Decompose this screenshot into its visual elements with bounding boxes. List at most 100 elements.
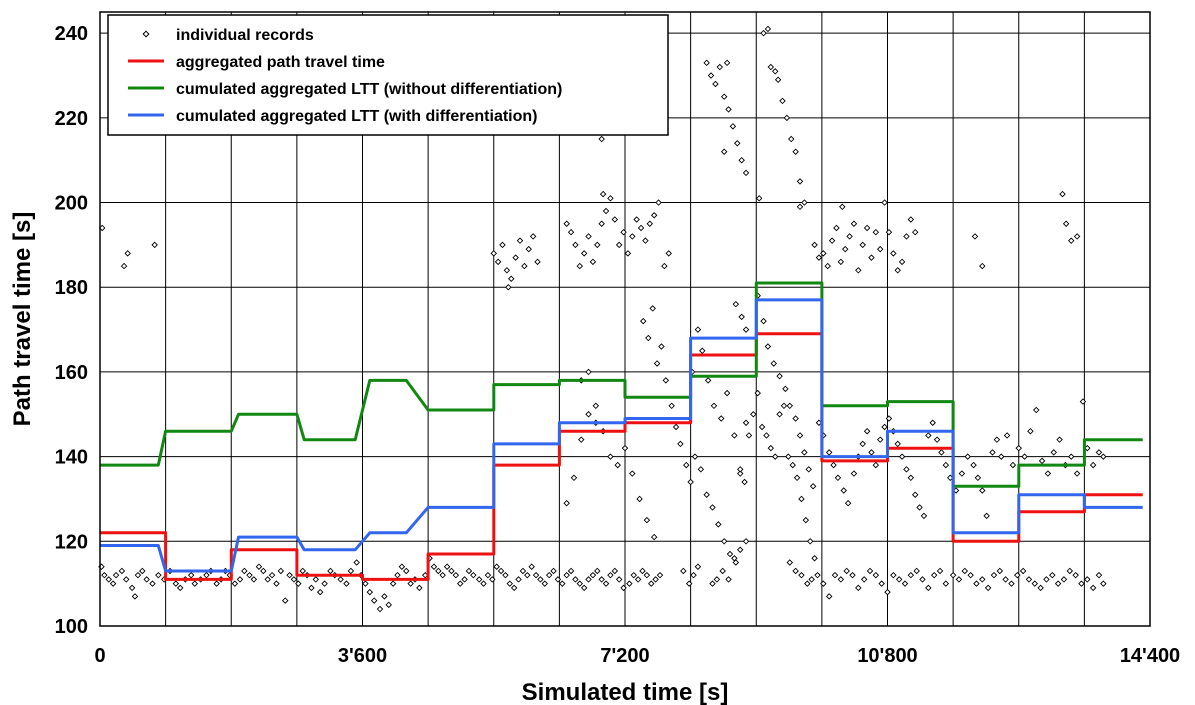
record-point	[754, 389, 761, 397]
record-point	[123, 576, 130, 583]
record-point	[118, 567, 126, 575]
record-point	[499, 241, 506, 249]
record-point	[435, 567, 442, 575]
x-tick-label: 14'400	[1120, 645, 1180, 667]
y-tick-label: 140	[55, 447, 88, 469]
record-point	[792, 567, 799, 575]
record-point	[801, 199, 808, 206]
record-point	[961, 567, 969, 575]
record-point	[290, 576, 298, 583]
record-point	[1062, 220, 1070, 227]
record-point	[273, 580, 280, 587]
record-point	[599, 190, 607, 198]
record-point	[738, 313, 745, 321]
record-point	[286, 571, 293, 579]
record-point	[480, 580, 487, 587]
record-point	[646, 220, 654, 227]
record-point	[774, 76, 782, 83]
record-point	[105, 576, 112, 583]
plot-border	[99, 11, 1151, 627]
record-point	[639, 317, 647, 325]
record-point	[725, 106, 732, 113]
record-point	[894, 440, 901, 448]
record-point	[846, 233, 853, 240]
record-point	[580, 250, 588, 257]
record-point	[984, 584, 992, 592]
record-point	[620, 228, 627, 236]
record-point	[720, 148, 728, 155]
record-point	[589, 258, 597, 266]
legend-box	[107, 14, 669, 136]
record-point	[475, 576, 483, 583]
record-point	[734, 140, 741, 147]
record-point	[246, 571, 253, 579]
record-point	[636, 495, 643, 503]
record-point	[131, 593, 139, 600]
record-point	[720, 538, 728, 545]
record-point	[849, 571, 856, 579]
record-point	[381, 593, 388, 600]
record-point	[925, 584, 932, 592]
record-point	[919, 576, 926, 583]
record-point	[780, 402, 788, 410]
record-point	[672, 423, 680, 431]
record-point	[731, 432, 738, 439]
record-point	[798, 571, 805, 579]
record-point	[572, 576, 579, 583]
record-point	[572, 241, 579, 249]
record-point	[712, 80, 719, 88]
record-point	[872, 571, 880, 579]
record-point	[1060, 576, 1068, 583]
legend-label: individual records	[176, 27, 314, 44]
record-point	[585, 368, 592, 376]
legend-label: aggregated path travel time	[176, 54, 385, 71]
record-point	[699, 347, 706, 354]
record-point	[576, 262, 584, 270]
record-point	[537, 576, 544, 583]
record-point	[516, 237, 524, 244]
record-point	[890, 250, 897, 257]
record-point	[725, 576, 732, 583]
record-point	[837, 576, 845, 583]
record-point	[443, 563, 451, 570]
record-point	[796, 432, 804, 439]
record-point	[742, 169, 750, 177]
record-point	[416, 584, 423, 592]
record-point	[736, 470, 744, 477]
record-point	[347, 567, 355, 575]
record-point	[805, 466, 812, 473]
x-axis-title: Simulated time [s]	[522, 679, 729, 705]
record-point	[1089, 584, 1097, 592]
record-point	[633, 216, 640, 223]
record-point	[299, 567, 306, 575]
record-point	[704, 377, 712, 384]
record-point	[993, 436, 1001, 443]
record-point	[898, 258, 906, 266]
record-point	[624, 250, 632, 257]
record-point	[1015, 444, 1022, 452]
record-point	[524, 571, 531, 579]
record-point	[281, 597, 289, 604]
record-point	[837, 258, 845, 266]
record-point	[973, 580, 980, 587]
record-point	[602, 580, 610, 587]
record-point	[602, 207, 610, 215]
record-point	[643, 516, 651, 524]
record-point	[901, 580, 909, 587]
record-point	[738, 156, 745, 164]
record-point	[650, 212, 658, 219]
record-point	[770, 360, 777, 367]
record-point	[506, 580, 514, 587]
record-point	[611, 216, 619, 223]
record-point	[1095, 571, 1103, 579]
record-point	[703, 59, 710, 67]
legend-label: cumulated aggregated LTT (with different…	[176, 108, 537, 125]
record-point	[1068, 237, 1075, 244]
record-point	[885, 228, 893, 236]
record-point	[656, 571, 664, 579]
record-point	[461, 576, 468, 583]
record-point	[855, 267, 862, 274]
record-point	[120, 262, 128, 270]
record-point	[895, 576, 903, 583]
